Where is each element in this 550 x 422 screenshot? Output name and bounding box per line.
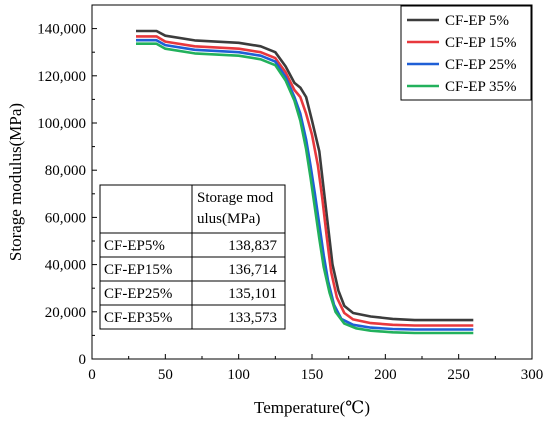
ticks-layer: 0 50 100 150 200 250 300 0 20,000 40,000 60,000 80,…: [37, 4, 544, 383]
y-tick-label: 40,000: [45, 258, 86, 274]
table-row-value: 133,573: [228, 310, 277, 326]
y-tick-label: 140,000: [37, 22, 86, 38]
y-tick-label: 60,000: [45, 210, 86, 226]
table-row-label: CF-EP35%: [104, 310, 172, 326]
y-tick-label: 120,000: [37, 69, 86, 85]
series-line-3: [136, 38, 474, 331]
series-line-1: [136, 29, 474, 322]
legend-label: CF-EP 35%: [445, 79, 517, 95]
legend-label: CF-EP 25%: [445, 57, 517, 73]
x-tick-label: 50: [158, 367, 173, 383]
series-layer: [136, 29, 474, 335]
series-line-4: [136, 42, 474, 335]
table-header-line2: ulus(MPa): [197, 211, 260, 227]
x-tick-label: 200: [374, 367, 397, 383]
table-row-label: CF-EP5%: [104, 238, 165, 254]
x-tick-label: 300: [521, 367, 544, 383]
x-axis-title: Temperature(℃): [254, 398, 370, 417]
x-tick-label: 150: [301, 367, 324, 383]
table-row-label: CF-EP25%: [104, 286, 172, 302]
legend-label: CF-EP 5%: [445, 13, 509, 29]
legend-box: [400, 5, 532, 101]
y-tick-label: 80,000: [45, 163, 86, 179]
x-tick-label: 250: [447, 367, 470, 383]
legend: CF-EP 5% CF-EP 15% CF-EP 25% CF-EP 35%: [400, 5, 532, 101]
y-axis-title: Storage modulus(MPa): [6, 103, 25, 261]
table-row-value: 136,714: [228, 262, 277, 278]
x-tick-label: 0: [88, 367, 96, 383]
y-tick-label: 0: [79, 352, 87, 368]
plot-frame: [91, 4, 533, 360]
series-line-2: [136, 35, 474, 327]
x-tick-label: 100: [227, 367, 250, 383]
legend-label: CF-EP 15%: [445, 35, 517, 51]
table-row-value: 138,837: [228, 238, 277, 254]
table-row-label: CF-EP15%: [104, 262, 172, 278]
storage-modulus-table: Storage mod ulus(MPa) CF-EP5% 138,837 CF-EP1…: [99, 184, 286, 330]
y-tick-label: 100,000: [37, 116, 86, 132]
table-header-line1: Storage mod: [197, 190, 274, 206]
table-row-value: 135,101: [228, 286, 277, 302]
y-tick-label: 20,000: [45, 305, 86, 321]
